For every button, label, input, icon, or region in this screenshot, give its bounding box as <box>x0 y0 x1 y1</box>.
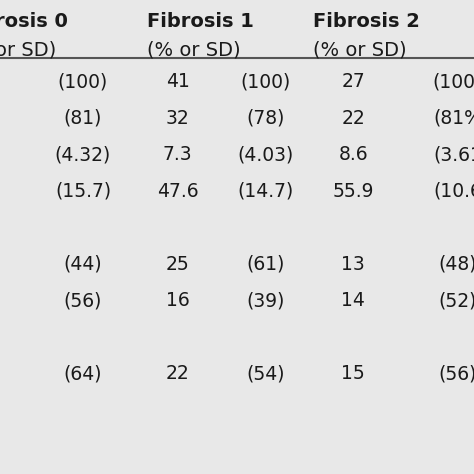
Text: rosis 0: rosis 0 <box>0 12 68 31</box>
Text: (44): (44) <box>64 255 102 273</box>
Text: (4.03): (4.03) <box>237 145 293 164</box>
Text: or SD): or SD) <box>0 40 56 59</box>
Text: (81): (81) <box>64 109 102 128</box>
Text: 41: 41 <box>166 72 190 91</box>
Text: (64): (64) <box>64 364 102 383</box>
Text: (39): (39) <box>246 291 284 310</box>
Text: 13: 13 <box>341 255 365 273</box>
Text: 25: 25 <box>166 255 190 273</box>
Text: (100): (100) <box>432 72 474 91</box>
Text: 27: 27 <box>341 72 365 91</box>
Text: (100): (100) <box>240 72 291 91</box>
Text: (81%: (81% <box>433 109 474 128</box>
Text: (10.6: (10.6 <box>433 182 474 201</box>
Text: (100): (100) <box>58 72 108 91</box>
Text: (61): (61) <box>246 255 284 273</box>
Text: (3.61: (3.61 <box>433 145 474 164</box>
Text: 47.6: 47.6 <box>157 182 199 201</box>
Text: (56): (56) <box>64 291 102 310</box>
Text: 8.6: 8.6 <box>338 145 368 164</box>
Text: (15.7): (15.7) <box>55 182 111 201</box>
Text: (48): (48) <box>438 255 474 273</box>
Text: 22: 22 <box>341 109 365 128</box>
Text: Fibrosis 2: Fibrosis 2 <box>313 12 419 31</box>
Text: 7.3: 7.3 <box>163 145 192 164</box>
Text: 22: 22 <box>166 364 190 383</box>
Text: (78): (78) <box>246 109 284 128</box>
Text: Fibrosis 1: Fibrosis 1 <box>147 12 254 31</box>
Text: (4.32): (4.32) <box>55 145 111 164</box>
Text: (14.7): (14.7) <box>237 182 293 201</box>
Text: 15: 15 <box>341 364 365 383</box>
Text: (54): (54) <box>246 364 285 383</box>
Text: 55.9: 55.9 <box>332 182 374 201</box>
Text: (52): (52) <box>438 291 474 310</box>
Text: (56): (56) <box>438 364 474 383</box>
Text: 16: 16 <box>166 291 190 310</box>
Text: 14: 14 <box>341 291 365 310</box>
Text: (% or SD): (% or SD) <box>147 40 241 59</box>
Text: 32: 32 <box>166 109 190 128</box>
Text: (% or SD): (% or SD) <box>313 40 407 59</box>
